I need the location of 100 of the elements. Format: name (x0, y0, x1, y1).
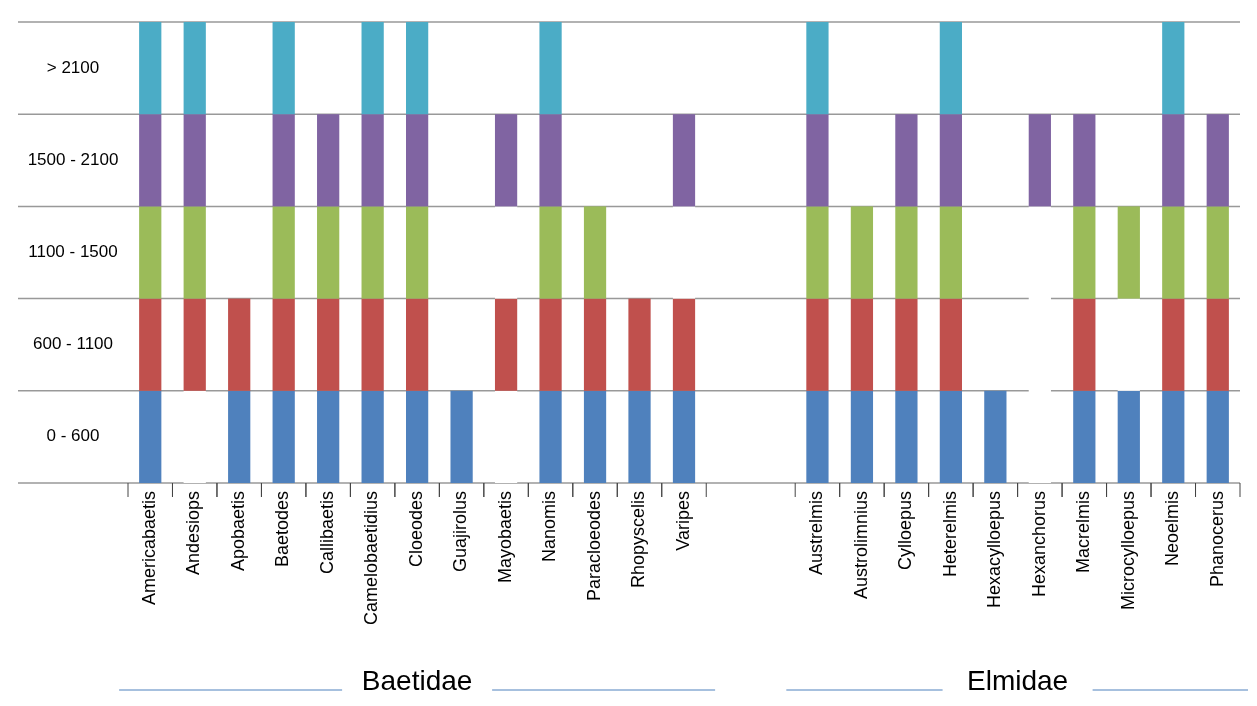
text: Elmidae (967, 665, 1069, 696)
bar (895, 206, 918, 299)
bar (806, 206, 829, 299)
bar (450, 390, 473, 483)
bar (895, 114, 918, 207)
bar (939, 390, 962, 483)
bar (361, 22, 384, 115)
bar (1073, 390, 1096, 483)
bar (406, 22, 429, 115)
bar (139, 22, 162, 115)
bar (806, 298, 829, 391)
x-tick-label: Neoelmis (1162, 491, 1183, 567)
bar (1206, 390, 1229, 483)
x-tick-label: Varipes (672, 491, 693, 551)
bar (1162, 22, 1185, 115)
bar (895, 298, 918, 391)
bar (1073, 298, 1096, 391)
x-tick-label: Callibaetis (316, 491, 337, 575)
x-tick-label: Rhopyscelis (628, 491, 649, 589)
bar (583, 206, 607, 299)
x-tick-label: Baetodes (272, 491, 293, 568)
x-tick-label: Heterelmis (939, 491, 960, 578)
x-tick-label: Mayobaetis (494, 491, 515, 584)
bar (228, 298, 251, 391)
bar (272, 390, 295, 483)
bar (583, 390, 607, 483)
bar (672, 390, 696, 483)
bar (1073, 206, 1096, 299)
x-tick-label: Americabaetis (138, 491, 159, 606)
bar (539, 114, 562, 207)
bar (806, 22, 829, 115)
bar (183, 206, 206, 299)
bar (1162, 390, 1185, 483)
bar (406, 390, 429, 483)
bar (850, 206, 874, 299)
x-tick-label: Andesiops (183, 491, 204, 576)
bar (361, 390, 384, 483)
bar (939, 22, 962, 115)
bar (1206, 114, 1229, 207)
x-tick-label: Phanocerus (1206, 491, 1227, 588)
bar (272, 22, 295, 115)
bar (183, 22, 206, 115)
bar (984, 390, 1007, 483)
bar (361, 114, 384, 207)
bar (850, 390, 874, 483)
x-tick-label: Paracloeodes (583, 491, 604, 602)
text: 1500 - 2100 (27, 149, 119, 169)
bar (317, 206, 340, 299)
text: 600 - 1100 (32, 334, 114, 354)
bar (539, 390, 562, 483)
bar (1162, 206, 1185, 299)
bar (895, 390, 918, 483)
bar (406, 206, 429, 299)
text: > 2100 (46, 57, 100, 77)
x-tick-label: Cylloepus (895, 491, 916, 571)
bar (272, 298, 295, 391)
bar (806, 390, 829, 483)
x-tick-label: Microcylloepus (1117, 491, 1138, 611)
x-tick-label: Apobaetis (227, 491, 248, 572)
bar (228, 390, 251, 483)
bar (361, 298, 384, 391)
x-tick-label: Camelobaetidius (361, 491, 382, 626)
x-tick-label: Austrelmis (806, 491, 827, 576)
bar (317, 298, 340, 391)
bar (272, 114, 295, 207)
text: 0 - 600 (46, 426, 100, 446)
bar (1206, 206, 1229, 299)
x-tick-label: Hexacylloepus (984, 491, 1005, 609)
bar (272, 206, 295, 299)
bar (539, 298, 562, 391)
bar (850, 298, 874, 391)
x-tick-label: Cloeodes (405, 491, 426, 568)
bar (139, 298, 162, 391)
bar (939, 206, 962, 299)
bar (406, 114, 429, 207)
x-tick-label: Guajirolus (450, 491, 471, 573)
bar (1162, 298, 1185, 391)
x-tick-label: Nanomis (539, 491, 560, 563)
bar (1206, 298, 1229, 391)
x-tick-label: Macrelmis (1073, 491, 1094, 574)
bar (628, 390, 651, 483)
x-tick-label: Hexanchorus (1028, 491, 1049, 598)
text: 1100 - 1500 (28, 241, 118, 261)
bar (939, 298, 962, 391)
bar (317, 390, 340, 483)
bar (539, 22, 562, 115)
bar (628, 298, 651, 391)
bar (139, 114, 162, 207)
bar (317, 114, 340, 207)
bar (406, 298, 429, 391)
bar (583, 298, 607, 391)
bar (1073, 114, 1096, 207)
bar (139, 390, 162, 483)
x-tick-label: Austrolimnius (850, 491, 871, 600)
bar (806, 114, 829, 207)
bar (183, 114, 206, 207)
text: Baetidae (361, 665, 473, 696)
bar (139, 206, 162, 299)
bar (1162, 114, 1185, 207)
bar (361, 206, 384, 299)
